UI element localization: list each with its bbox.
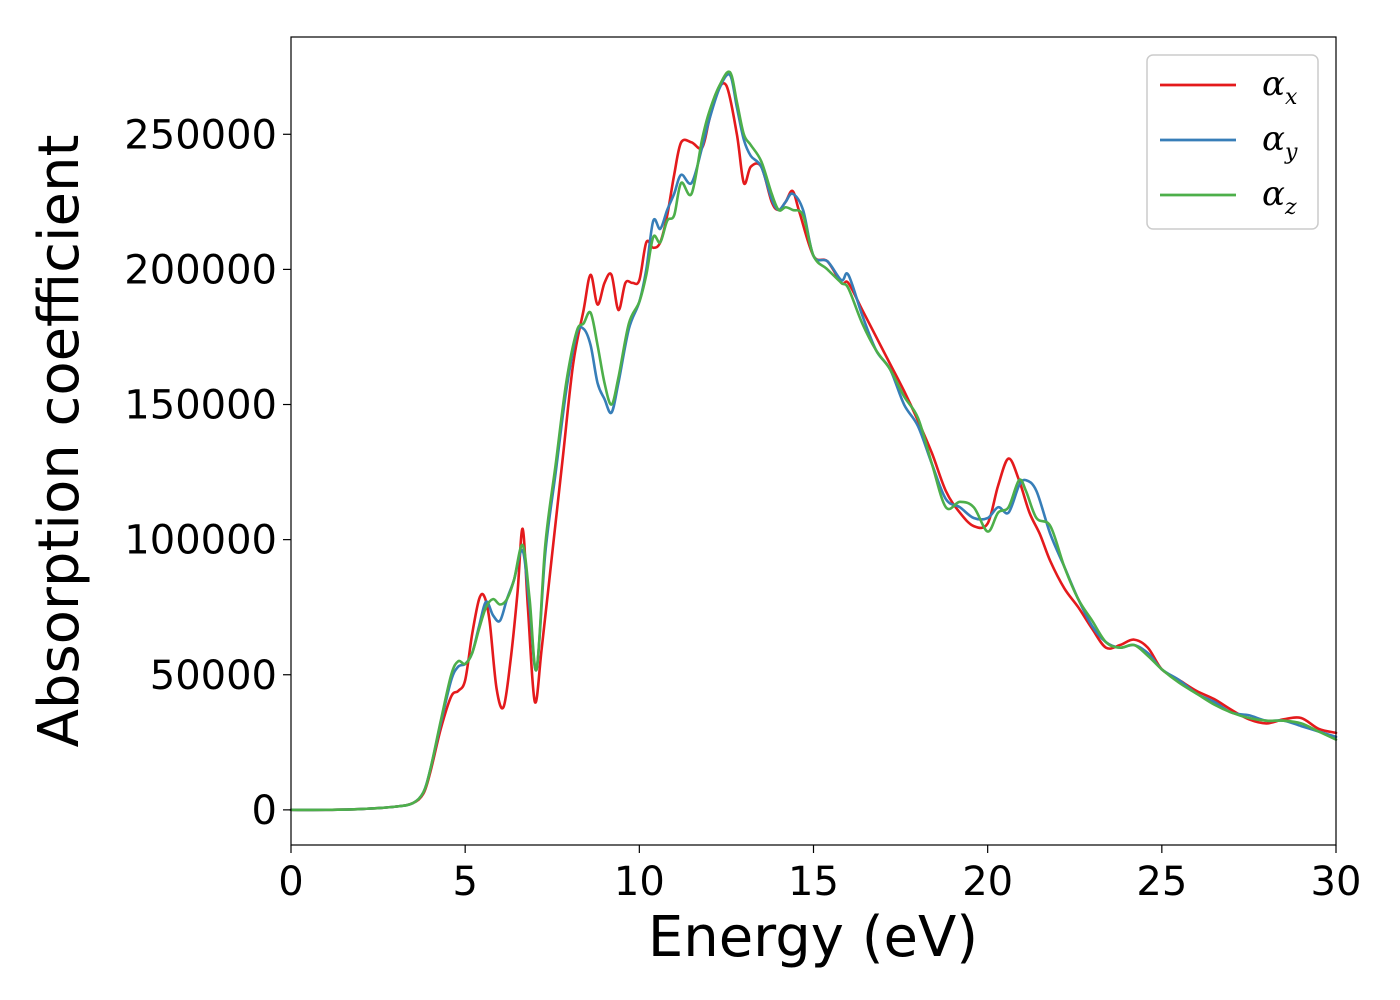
legend-label-base: α [1262, 174, 1285, 214]
y-tick-label: 100000 [124, 518, 277, 564]
x-tick-label: 5 [452, 859, 477, 905]
x-axis-ticks: 0 5 10 15 20 25 30 [278, 845, 1361, 905]
y-axis-ticks: 0 50000 100000 150000 200000 250000 [124, 112, 291, 834]
legend-label-subscript: y [1284, 140, 1298, 165]
legend-label-subscript: z [1284, 195, 1297, 220]
series-layer [289, 70, 1338, 812]
legend-label-base: α [1262, 119, 1285, 159]
legend-label-x: αx [1262, 64, 1298, 110]
x-tick-label: 20 [962, 859, 1013, 905]
y-axis-title: Absorption coefficient [27, 135, 92, 748]
legend-label-y: αy [1262, 119, 1298, 165]
x-tick-label: 10 [614, 859, 665, 905]
x-tick-label: 15 [788, 859, 839, 905]
y-tick-label: 50000 [150, 653, 277, 699]
series-line-x [289, 81, 1338, 812]
y-tick-label: 150000 [124, 383, 277, 429]
y-tick-label: 200000 [124, 247, 277, 293]
x-tick-label: 25 [1136, 859, 1187, 905]
y-tick-label: 0 [252, 788, 277, 834]
legend-label-subscript: x [1285, 85, 1298, 110]
x-tick-label: 0 [278, 859, 303, 905]
series-line-z [289, 70, 1338, 812]
x-axis-title: Energy (eV) [648, 905, 978, 970]
x-tick-label: 30 [1311, 859, 1362, 905]
legend-label-base: α [1262, 64, 1285, 104]
legend-label-z: αz [1262, 174, 1297, 220]
legend-box [1146, 54, 1319, 230]
y-tick-label: 250000 [124, 112, 277, 158]
